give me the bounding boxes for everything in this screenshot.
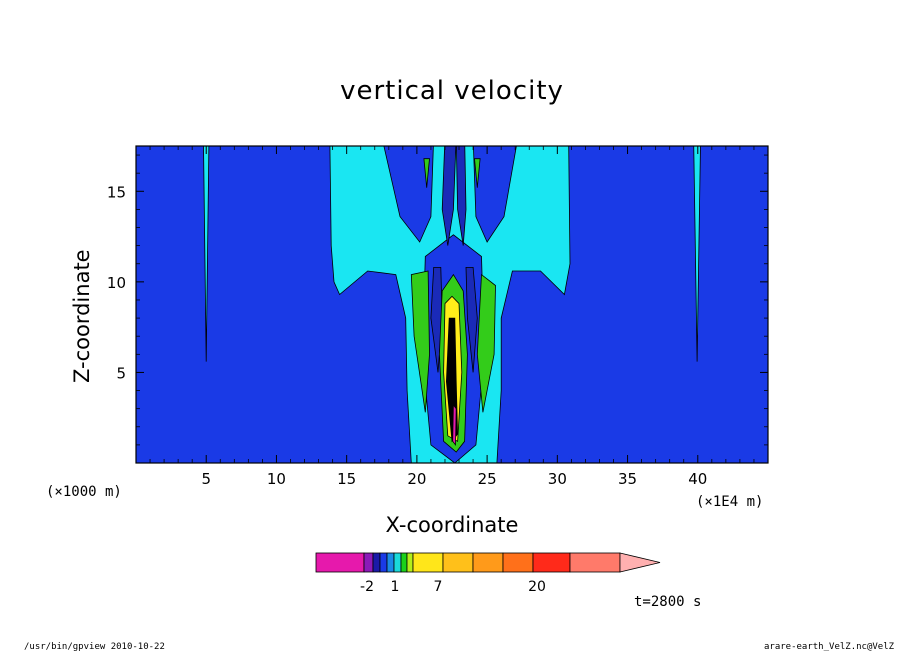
colorbar-segment	[393, 552, 402, 573]
contour-regions	[136, 146, 768, 463]
footer-command: /usr/bin/gpview 2010-10-22	[24, 642, 165, 652]
x-axis-unit-left: (×1000 m)	[46, 484, 122, 500]
colorbar-segment	[532, 552, 571, 573]
contour-spike-left	[203, 146, 210, 362]
colorbar-segment	[472, 552, 504, 573]
x-tick-label: 25	[478, 470, 497, 488]
contour-inner-lobe-right	[473, 146, 517, 243]
footer-file: arare-earth_VelZ.nc@VelZ	[764, 642, 895, 652]
colorbar-tick-label: 20	[528, 579, 546, 595]
contour-deep-right	[465, 267, 478, 373]
colorbar-tick-label: -2	[360, 579, 374, 595]
plot-border	[135, 145, 769, 464]
colorbar-segment	[502, 552, 534, 573]
x-tick-label: 20	[407, 470, 426, 488]
contour-deep-top-b	[455, 146, 467, 246]
colorbar-segment	[406, 552, 414, 573]
y-tick-label: 15	[107, 183, 126, 201]
colorbar-segment	[372, 552, 381, 573]
time-label: t=2800 s	[634, 594, 702, 610]
contour-fill-layer	[136, 146, 768, 463]
contour-green-left	[410, 270, 430, 413]
x-axis-unit-right: (×1E4 m)	[696, 494, 764, 510]
colorbar-segment	[442, 552, 474, 573]
x-tick-label: 15	[337, 470, 356, 488]
contour-inner-lobe-left	[383, 146, 434, 243]
colorbar-segment	[569, 552, 621, 573]
contour-deep-top-a	[441, 146, 457, 246]
y-tick-label: 10	[107, 274, 126, 292]
x-tick-label: 35	[618, 470, 637, 488]
colorbar-segment	[315, 552, 365, 573]
x-tick-label: 40	[688, 470, 707, 488]
colorbar-segment	[386, 552, 395, 573]
chart-title: vertical velocity	[340, 76, 564, 106]
colorbar-segment	[379, 552, 388, 573]
contour-core-magenta	[452, 403, 457, 447]
contour-green-right	[476, 273, 496, 413]
colorbar: -2 1 7 20	[315, 552, 661, 595]
colorbar-arrow	[619, 552, 661, 573]
colorbar-tick-label: 7	[434, 579, 443, 595]
x-tick-label: 10	[267, 470, 286, 488]
colorbar-segment	[412, 552, 444, 573]
y-tick-label: 5	[116, 364, 126, 382]
colorbar-tick-label: 1	[391, 579, 400, 595]
contour-spike-right	[693, 146, 701, 362]
x-tick-label: 5	[201, 470, 211, 488]
colorbar-segment	[363, 552, 374, 573]
contour-green-top-right	[474, 158, 481, 188]
x-axis-label: X-coordinate	[385, 513, 519, 537]
colorbar-segment	[400, 552, 408, 573]
axis-ticks: 5 10 15 20 25 30 35 40 5 10 15	[107, 146, 768, 488]
x-tick-label: 30	[548, 470, 567, 488]
plot-frame	[135, 145, 769, 464]
contour-green-top-left	[423, 158, 430, 188]
y-axis-label: Z-coordinate	[70, 249, 94, 383]
